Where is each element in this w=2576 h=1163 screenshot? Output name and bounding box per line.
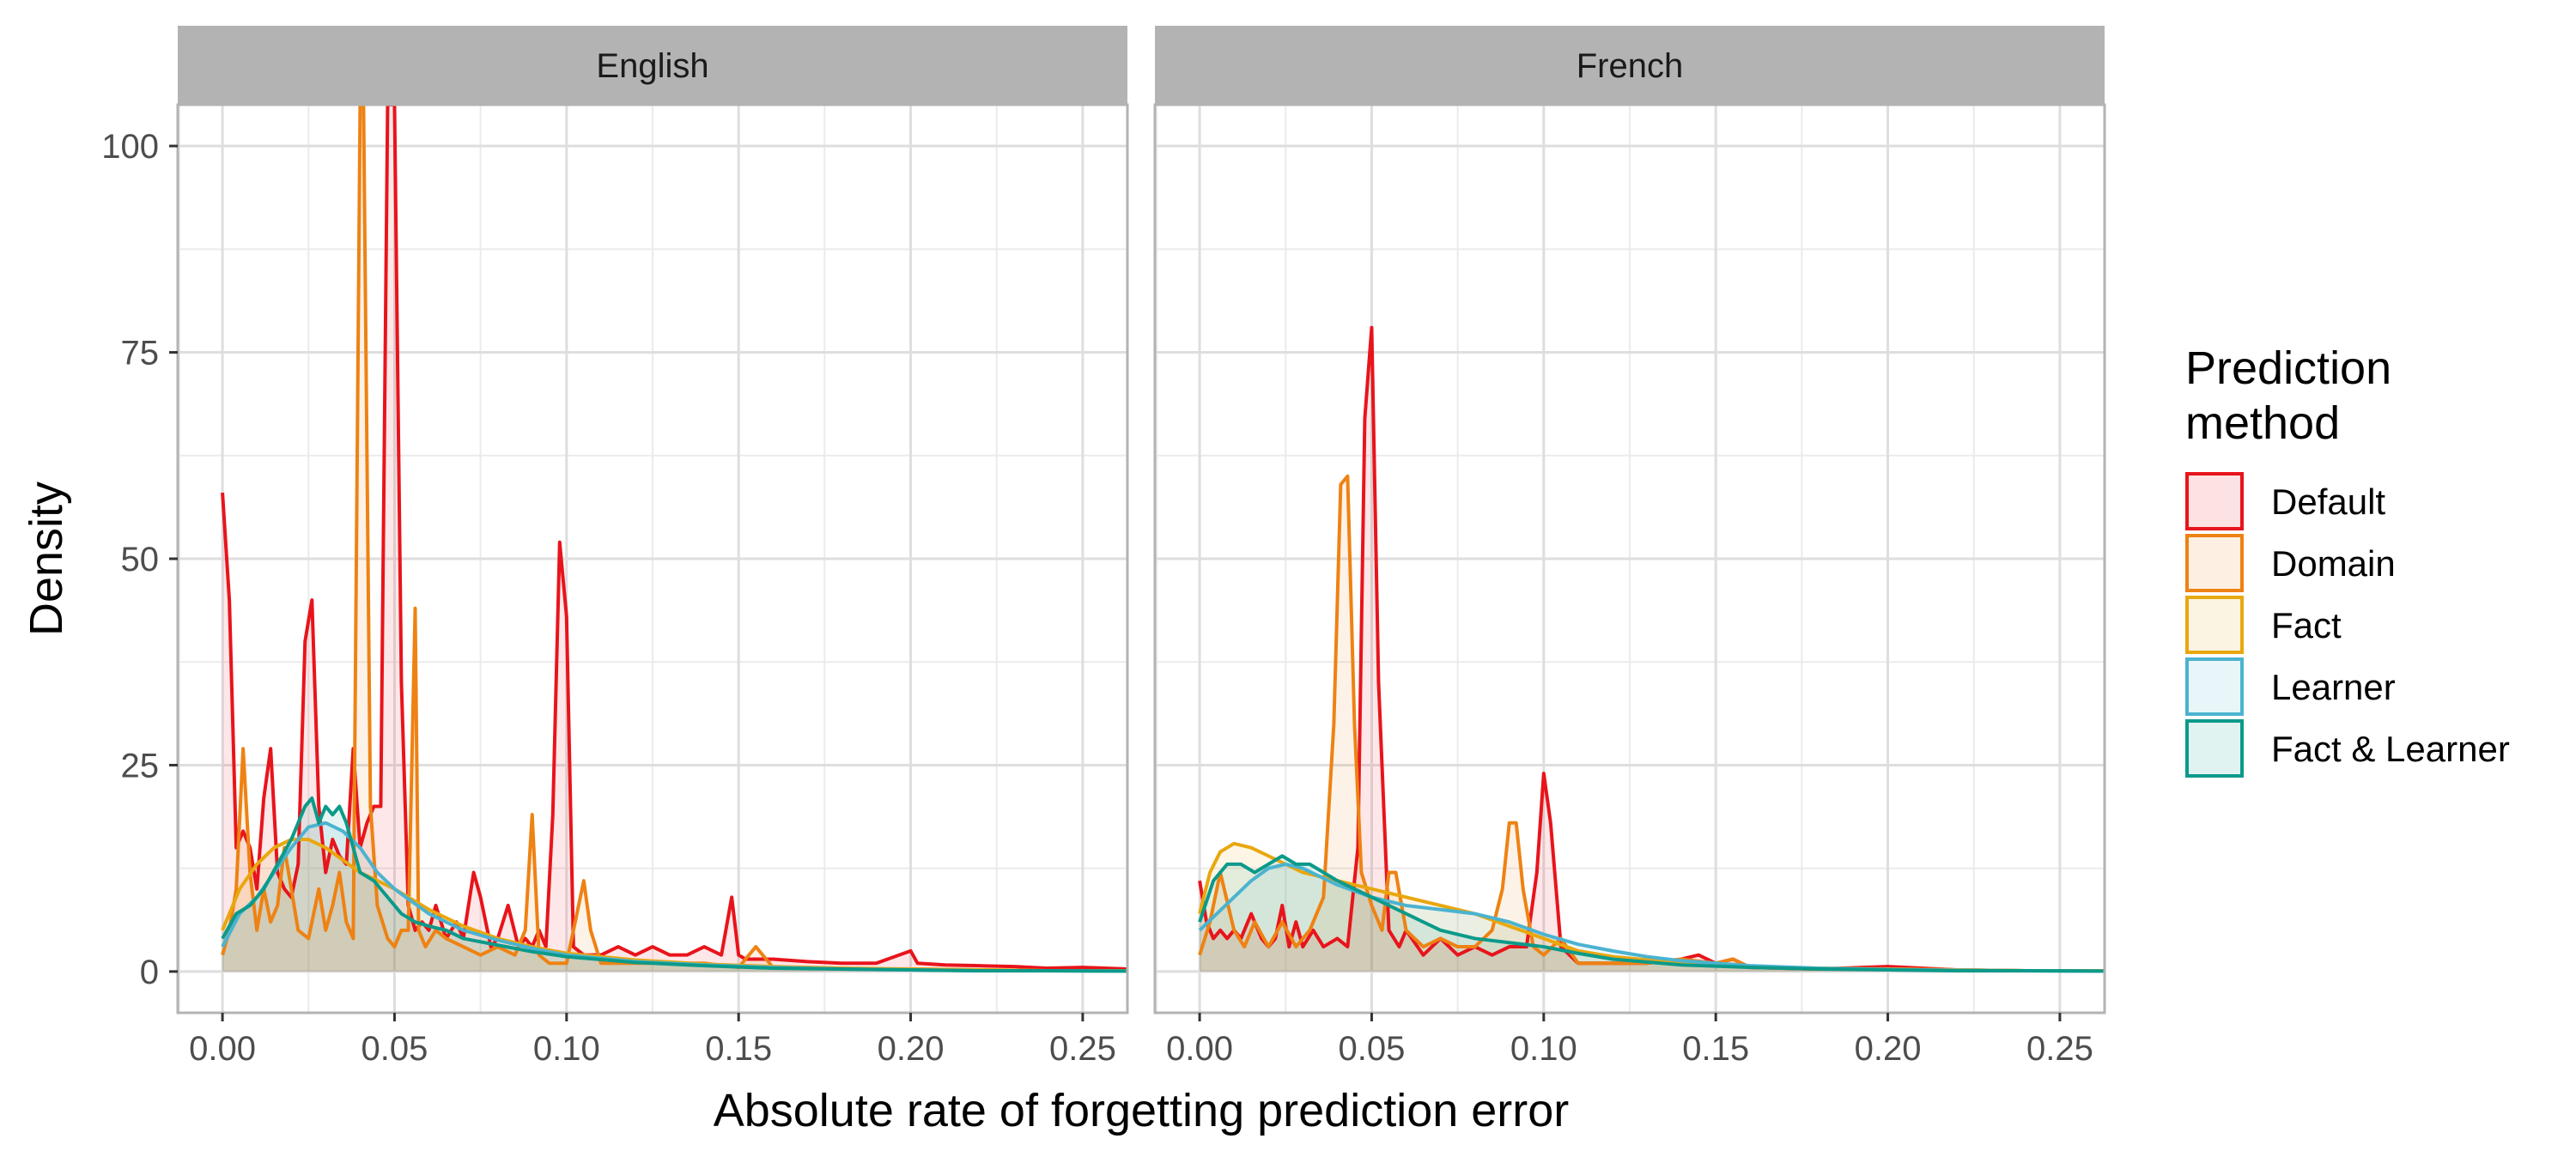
x-tick-label: 0.15 (705, 1030, 772, 1068)
legend-key-learner (2185, 657, 2244, 716)
density-line-fact-learner (221, 796, 1127, 973)
series-layer (1198, 325, 2105, 973)
y-tick-label: 75 (121, 335, 160, 373)
facet-strip (178, 26, 1127, 105)
x-axis-title: Absolute rate of forgetting prediction e… (714, 1085, 1570, 1136)
legend-label: Default (2271, 482, 2385, 522)
x-tick-label: 0.25 (1049, 1030, 1116, 1068)
density-area-fact-learner (222, 797, 1127, 972)
legend-label: Learner (2271, 667, 2396, 707)
legend-label: Fact (2271, 605, 2342, 645)
legend-key-domain (2185, 534, 2244, 592)
x-tick-label: 0.20 (878, 1030, 945, 1068)
legend-title-line: Prediction (2185, 342, 2391, 394)
panel-border (1153, 103, 2106, 1015)
y-tick-label: 100 (101, 128, 159, 166)
density-line-default (221, 105, 1127, 972)
x-tick-label: 0.25 (2026, 1030, 2093, 1068)
legend-title-line: method (2185, 397, 2340, 449)
legend-key-fact-learner (2185, 719, 2244, 778)
legend-label: Fact & Learner (2271, 729, 2510, 769)
density-area-default (222, 105, 1127, 972)
y-axis-title: Density (21, 482, 72, 636)
x-tick-label: 0.05 (1339, 1030, 1406, 1068)
x-tick-label: 0.00 (189, 1030, 256, 1068)
y-tick-label: 25 (121, 747, 160, 784)
legend-label: Domain (2271, 543, 2396, 584)
legend-key-default (2185, 472, 2244, 530)
facet-strip-label: English (596, 47, 708, 85)
facet-strip-label: French (1577, 47, 1684, 85)
x-tick-label: 0.15 (1682, 1030, 1749, 1068)
x-tick-label: 0.10 (1510, 1030, 1577, 1068)
x-tick-label: 0.00 (1166, 1030, 1233, 1068)
x-tick-label: 0.10 (533, 1030, 600, 1068)
y-tick-label: 50 (121, 541, 160, 578)
x-tick-label: 0.05 (361, 1030, 428, 1068)
density-line-fact-learner (1198, 854, 2105, 973)
y-tick-label: 0 (140, 954, 159, 991)
density-area-fact-learner (1200, 856, 2105, 972)
density-area-fact (1200, 843, 2105, 972)
facet-strip (1155, 26, 2105, 105)
legend-key-fact (2185, 596, 2244, 654)
series-layer (221, 105, 1127, 973)
facet-panel-french: French 0.00 0.05 0.10 0.15 0.20 0.25 (1153, 26, 2106, 1068)
x-tick-label: 0.20 (1855, 1030, 1922, 1068)
facet-panel-english: English 0.00 0.05 0.10 0.15 0.20 0.25 0 25 50 75 10… (101, 26, 1129, 1068)
